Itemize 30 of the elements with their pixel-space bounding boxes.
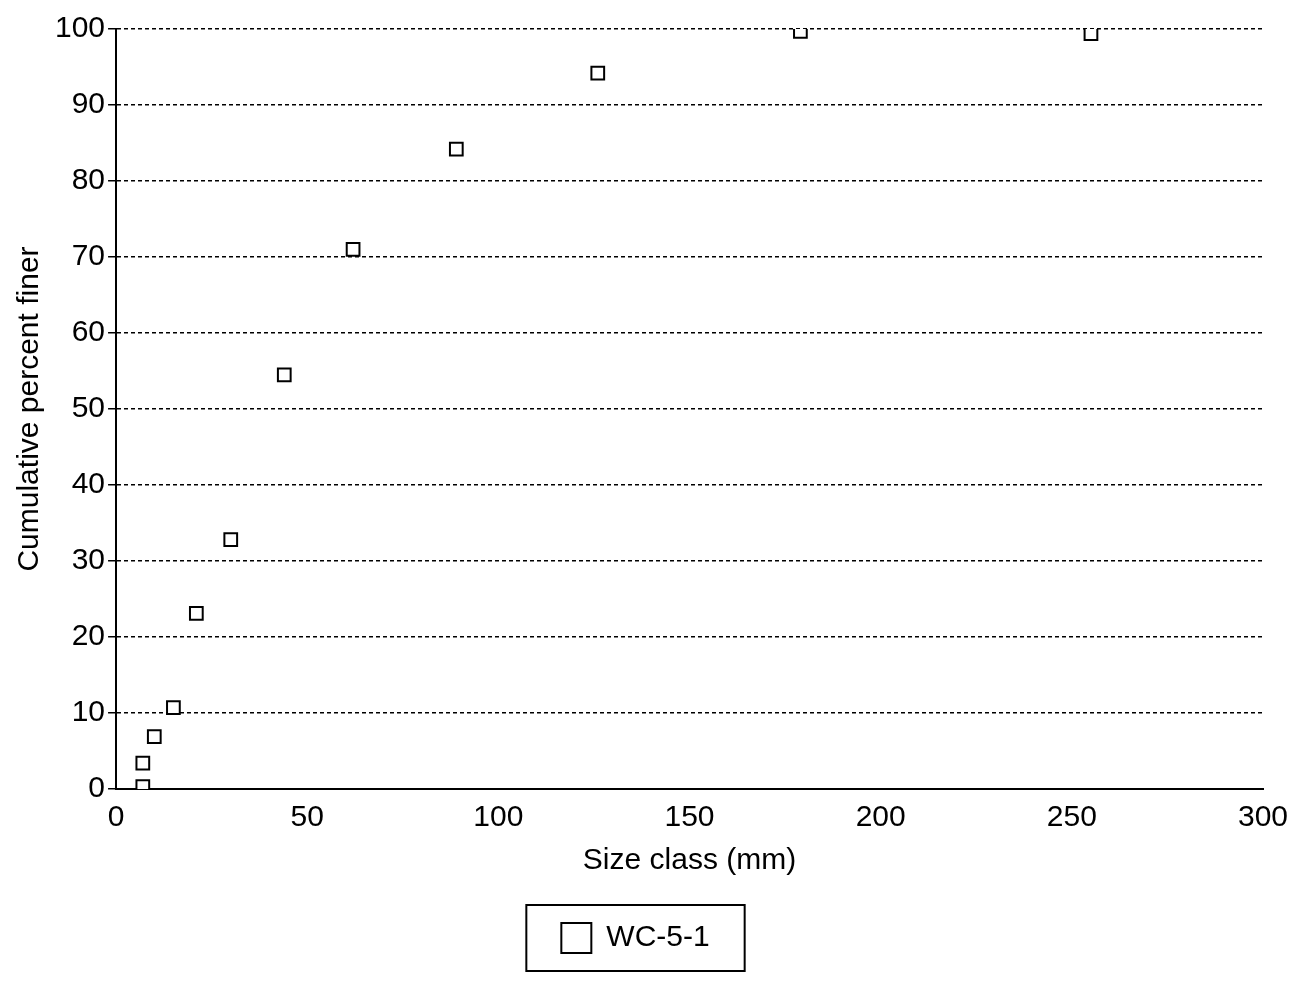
y-tick-label: 20 [71, 618, 106, 652]
y-tick-label: 60 [71, 314, 106, 348]
point [345, 242, 361, 257]
point [1083, 29, 1099, 41]
point [135, 755, 151, 771]
x-tick-label: 100 [473, 799, 524, 833]
point [223, 532, 239, 548]
y-tick-label: 80 [71, 162, 106, 196]
y-tick-label: 10 [71, 694, 106, 728]
y-tick-label: 40 [71, 466, 106, 500]
y-tick-label: 100 [54, 10, 106, 44]
y-tick-label: 70 [71, 238, 106, 272]
y-tick-label: 0 [88, 770, 106, 804]
point [448, 141, 464, 157]
y-tick-label: 30 [71, 542, 106, 576]
x-axis-title: Size class (mm) [582, 842, 797, 876]
x-tick-label: 300 [1237, 799, 1289, 833]
point [166, 700, 181, 716]
y-axis-title: Cumulative percent finer [11, 246, 45, 572]
point [146, 729, 162, 744]
y-tick-label: 90 [71, 86, 106, 120]
legend-label: WC-5-1 [606, 919, 710, 953]
point [276, 367, 292, 383]
x-tick-label: 250 [1046, 799, 1097, 833]
point [188, 606, 204, 621]
x-tick-label: 150 [664, 799, 715, 833]
x-tick-label: 200 [855, 799, 906, 833]
y-tick-label: 50 [71, 390, 106, 424]
point [590, 65, 606, 81]
x-tick-label: 50 [290, 799, 324, 833]
